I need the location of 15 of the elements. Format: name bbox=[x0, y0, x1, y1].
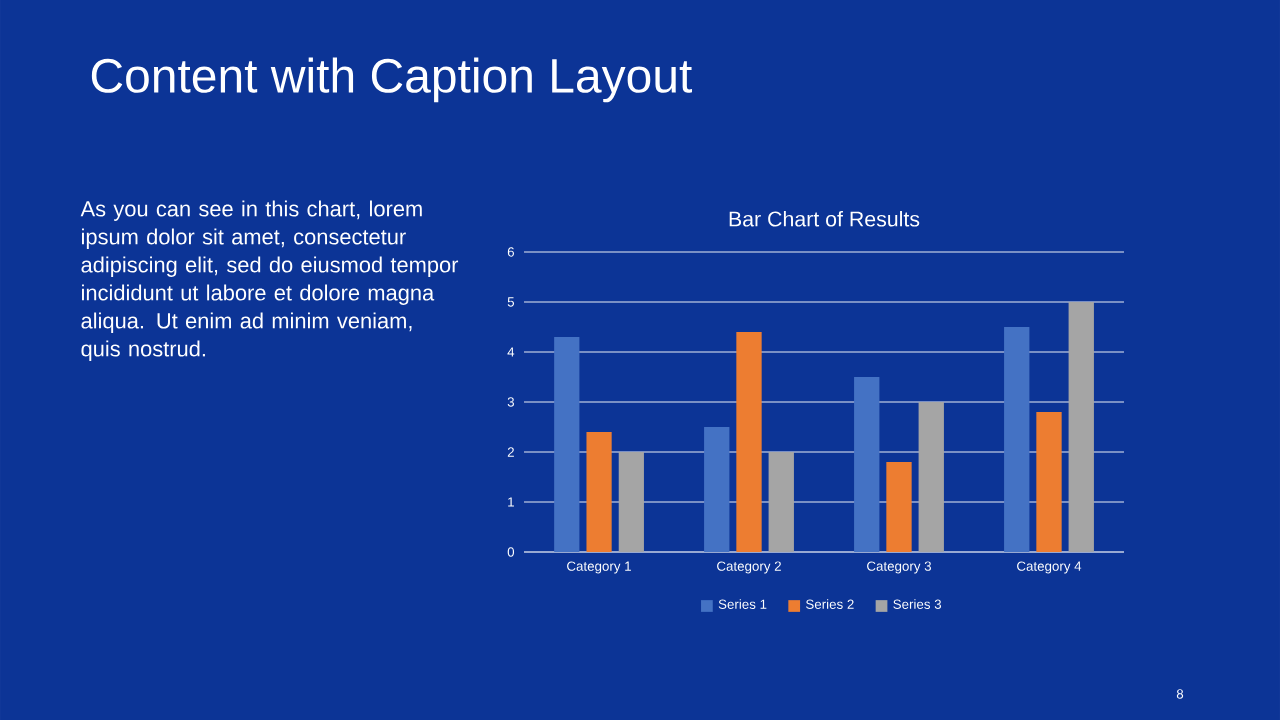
bar bbox=[586, 431, 612, 552]
bar bbox=[1068, 301, 1094, 552]
bar bbox=[918, 401, 944, 552]
bar bbox=[886, 461, 912, 552]
text: Content with Caption Layout bbox=[91, 57, 693, 103]
bar bbox=[768, 451, 794, 552]
bar bbox=[554, 336, 580, 552]
bar bbox=[1036, 411, 1062, 552]
bar bbox=[618, 451, 644, 552]
bar bbox=[704, 426, 730, 552]
text: As you can see in this chart, lorem ipsum dolor sit amet, consectetur adipiscing elit, sed do eiusmod tempor incididunt ut labore et dolore magna aliqua. Ut enim ad minim veniam, quis nostrud. bbox=[80, 200, 459, 361]
bar bbox=[736, 331, 762, 552]
bar bbox=[854, 376, 880, 552]
bar bbox=[1004, 326, 1030, 552]
chart-title: Bar Chart of Results bbox=[729, 210, 920, 227]
